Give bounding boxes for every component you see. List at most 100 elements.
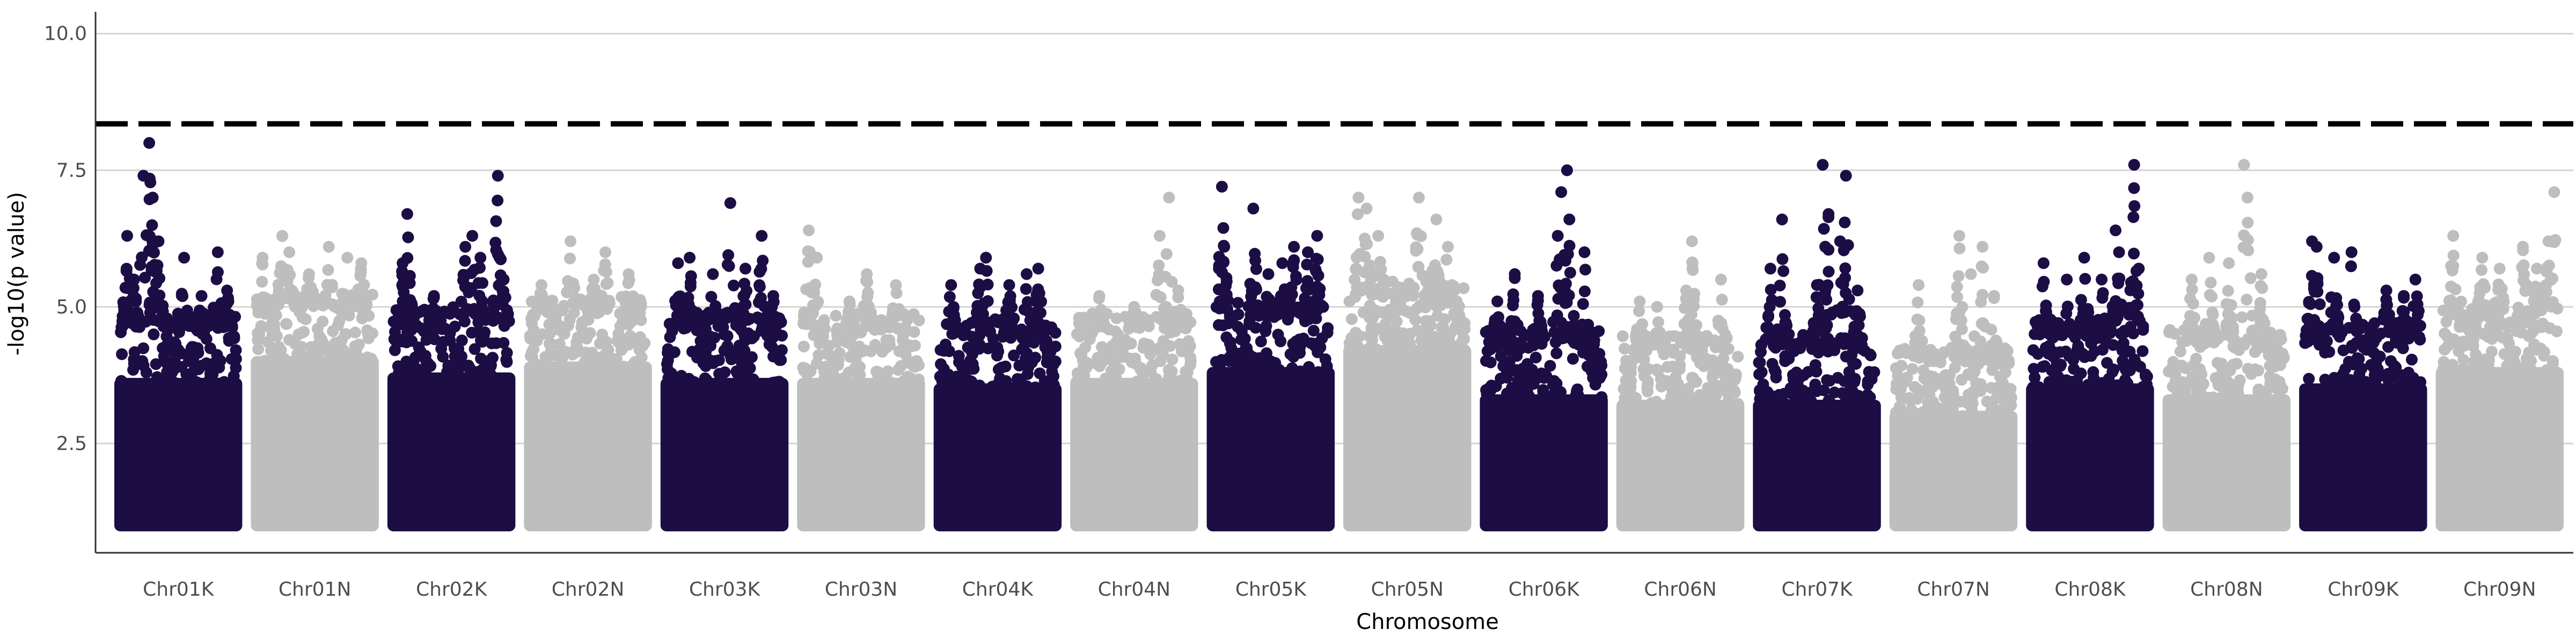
point — [741, 381, 753, 393]
point — [583, 351, 596, 363]
peak-point — [1372, 230, 1385, 242]
point — [1431, 301, 1443, 313]
point — [1509, 315, 1521, 327]
peak-point — [724, 197, 736, 209]
point — [253, 325, 266, 338]
point — [1629, 331, 1642, 343]
point — [1999, 418, 2011, 430]
point — [1850, 305, 1863, 317]
peak-point — [2133, 262, 2145, 275]
point — [1143, 384, 1155, 396]
point — [2246, 310, 2258, 322]
point — [226, 321, 238, 334]
point — [149, 260, 161, 273]
peak-point — [2310, 240, 2323, 253]
point — [1585, 326, 1598, 338]
point — [875, 314, 888, 326]
point — [2113, 272, 2126, 284]
point — [1364, 259, 1376, 272]
point — [2051, 389, 2063, 401]
peak-point — [1153, 230, 1166, 242]
point — [880, 339, 892, 352]
point — [1645, 397, 1658, 409]
peak-point — [1247, 202, 1260, 215]
point — [222, 388, 234, 400]
point — [2332, 390, 2344, 402]
point — [1521, 364, 1534, 376]
point — [2117, 337, 2129, 349]
point — [684, 280, 697, 292]
point — [2186, 318, 2198, 331]
peak-point — [303, 268, 315, 280]
point — [1858, 345, 1871, 357]
point — [720, 308, 732, 320]
point — [1936, 372, 1948, 385]
point — [400, 355, 413, 368]
point — [2110, 393, 2123, 405]
point-band-Chr04K — [933, 383, 1062, 532]
point — [1247, 351, 1260, 363]
peak-point — [1360, 202, 1373, 215]
peak-point — [980, 252, 992, 264]
point — [128, 346, 141, 358]
point — [725, 353, 737, 365]
peak-point — [2078, 252, 2090, 264]
point-band-Chr07N — [1889, 411, 2018, 532]
point — [1913, 314, 1926, 327]
point — [2304, 298, 2317, 310]
point — [2452, 304, 2464, 317]
point — [1718, 403, 1730, 415]
point — [1619, 362, 1631, 375]
point — [2351, 325, 2363, 338]
point — [2348, 301, 2361, 313]
point — [767, 313, 779, 326]
x-tick-label: Chr06N — [1644, 579, 1717, 601]
point — [1977, 413, 1989, 425]
point — [338, 288, 350, 300]
point — [551, 317, 563, 329]
point — [1639, 343, 1651, 355]
point — [2085, 337, 2097, 349]
point — [2521, 367, 2534, 379]
point-band-Chr01N — [251, 356, 379, 532]
point — [1776, 253, 1789, 265]
point — [2043, 376, 2055, 388]
point — [966, 348, 978, 361]
axes — [94, 12, 2573, 554]
point — [1458, 333, 1470, 345]
point — [572, 331, 584, 343]
point — [662, 343, 674, 355]
point — [1368, 309, 1380, 321]
point — [167, 376, 180, 389]
point — [852, 308, 864, 320]
point — [2119, 326, 2131, 339]
point — [2446, 265, 2458, 277]
x-tick-label: Chr05N — [1371, 579, 1444, 601]
point — [1981, 343, 1994, 356]
point — [1821, 374, 1833, 386]
peak-point — [599, 246, 612, 258]
point — [1843, 366, 1855, 378]
x-tick-label: Chr09N — [2463, 579, 2536, 601]
point — [1298, 367, 1310, 379]
point — [544, 298, 556, 310]
point — [2088, 372, 2100, 384]
point — [1785, 407, 1798, 420]
point — [425, 314, 437, 327]
point — [160, 388, 173, 400]
point — [1634, 410, 1646, 422]
point — [200, 333, 213, 345]
point — [204, 383, 217, 396]
point — [1299, 292, 1311, 304]
point — [1384, 303, 1396, 316]
point — [161, 312, 173, 325]
point — [2516, 261, 2528, 274]
point — [1529, 352, 1542, 364]
point — [166, 337, 179, 349]
point — [283, 334, 295, 346]
point — [2212, 379, 2224, 391]
point — [2176, 360, 2188, 372]
peak-point — [195, 290, 208, 302]
point — [709, 355, 722, 367]
point — [458, 316, 471, 328]
